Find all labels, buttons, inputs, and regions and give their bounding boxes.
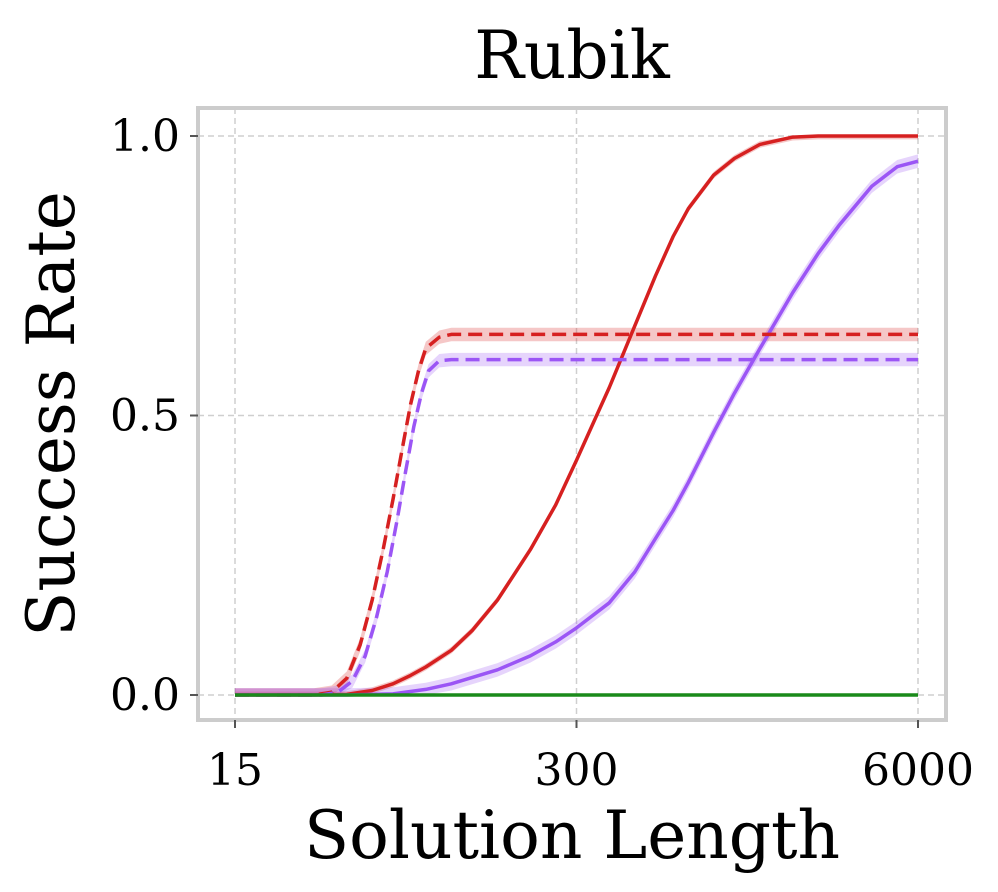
plot-frame: [196, 106, 948, 722]
series-2-band: [235, 154, 918, 695]
series-3-line: [235, 332, 918, 697]
y-tick-label: 0.0: [110, 670, 180, 721]
y-tick-label: 1.0: [110, 111, 180, 162]
ticks: 15 300 6000 0.0 0.5 1.0: [110, 111, 974, 796]
y-tick-label: 0.5: [110, 391, 180, 442]
confidence-bands: [235, 136, 918, 695]
x-axis-label: Solution Length: [304, 797, 840, 874]
series-2-line: [235, 159, 919, 697]
x-tick-label: 15: [207, 745, 263, 796]
series-4-line: [235, 357, 918, 697]
series-lines: [235, 134, 919, 697]
x-tick-label: 6000: [862, 745, 974, 796]
series-1-line: [235, 134, 918, 697]
chart-title: Rubik: [474, 17, 671, 94]
x-tick-label: 300: [535, 745, 619, 796]
y-axis-label: Success Rate: [13, 191, 90, 637]
